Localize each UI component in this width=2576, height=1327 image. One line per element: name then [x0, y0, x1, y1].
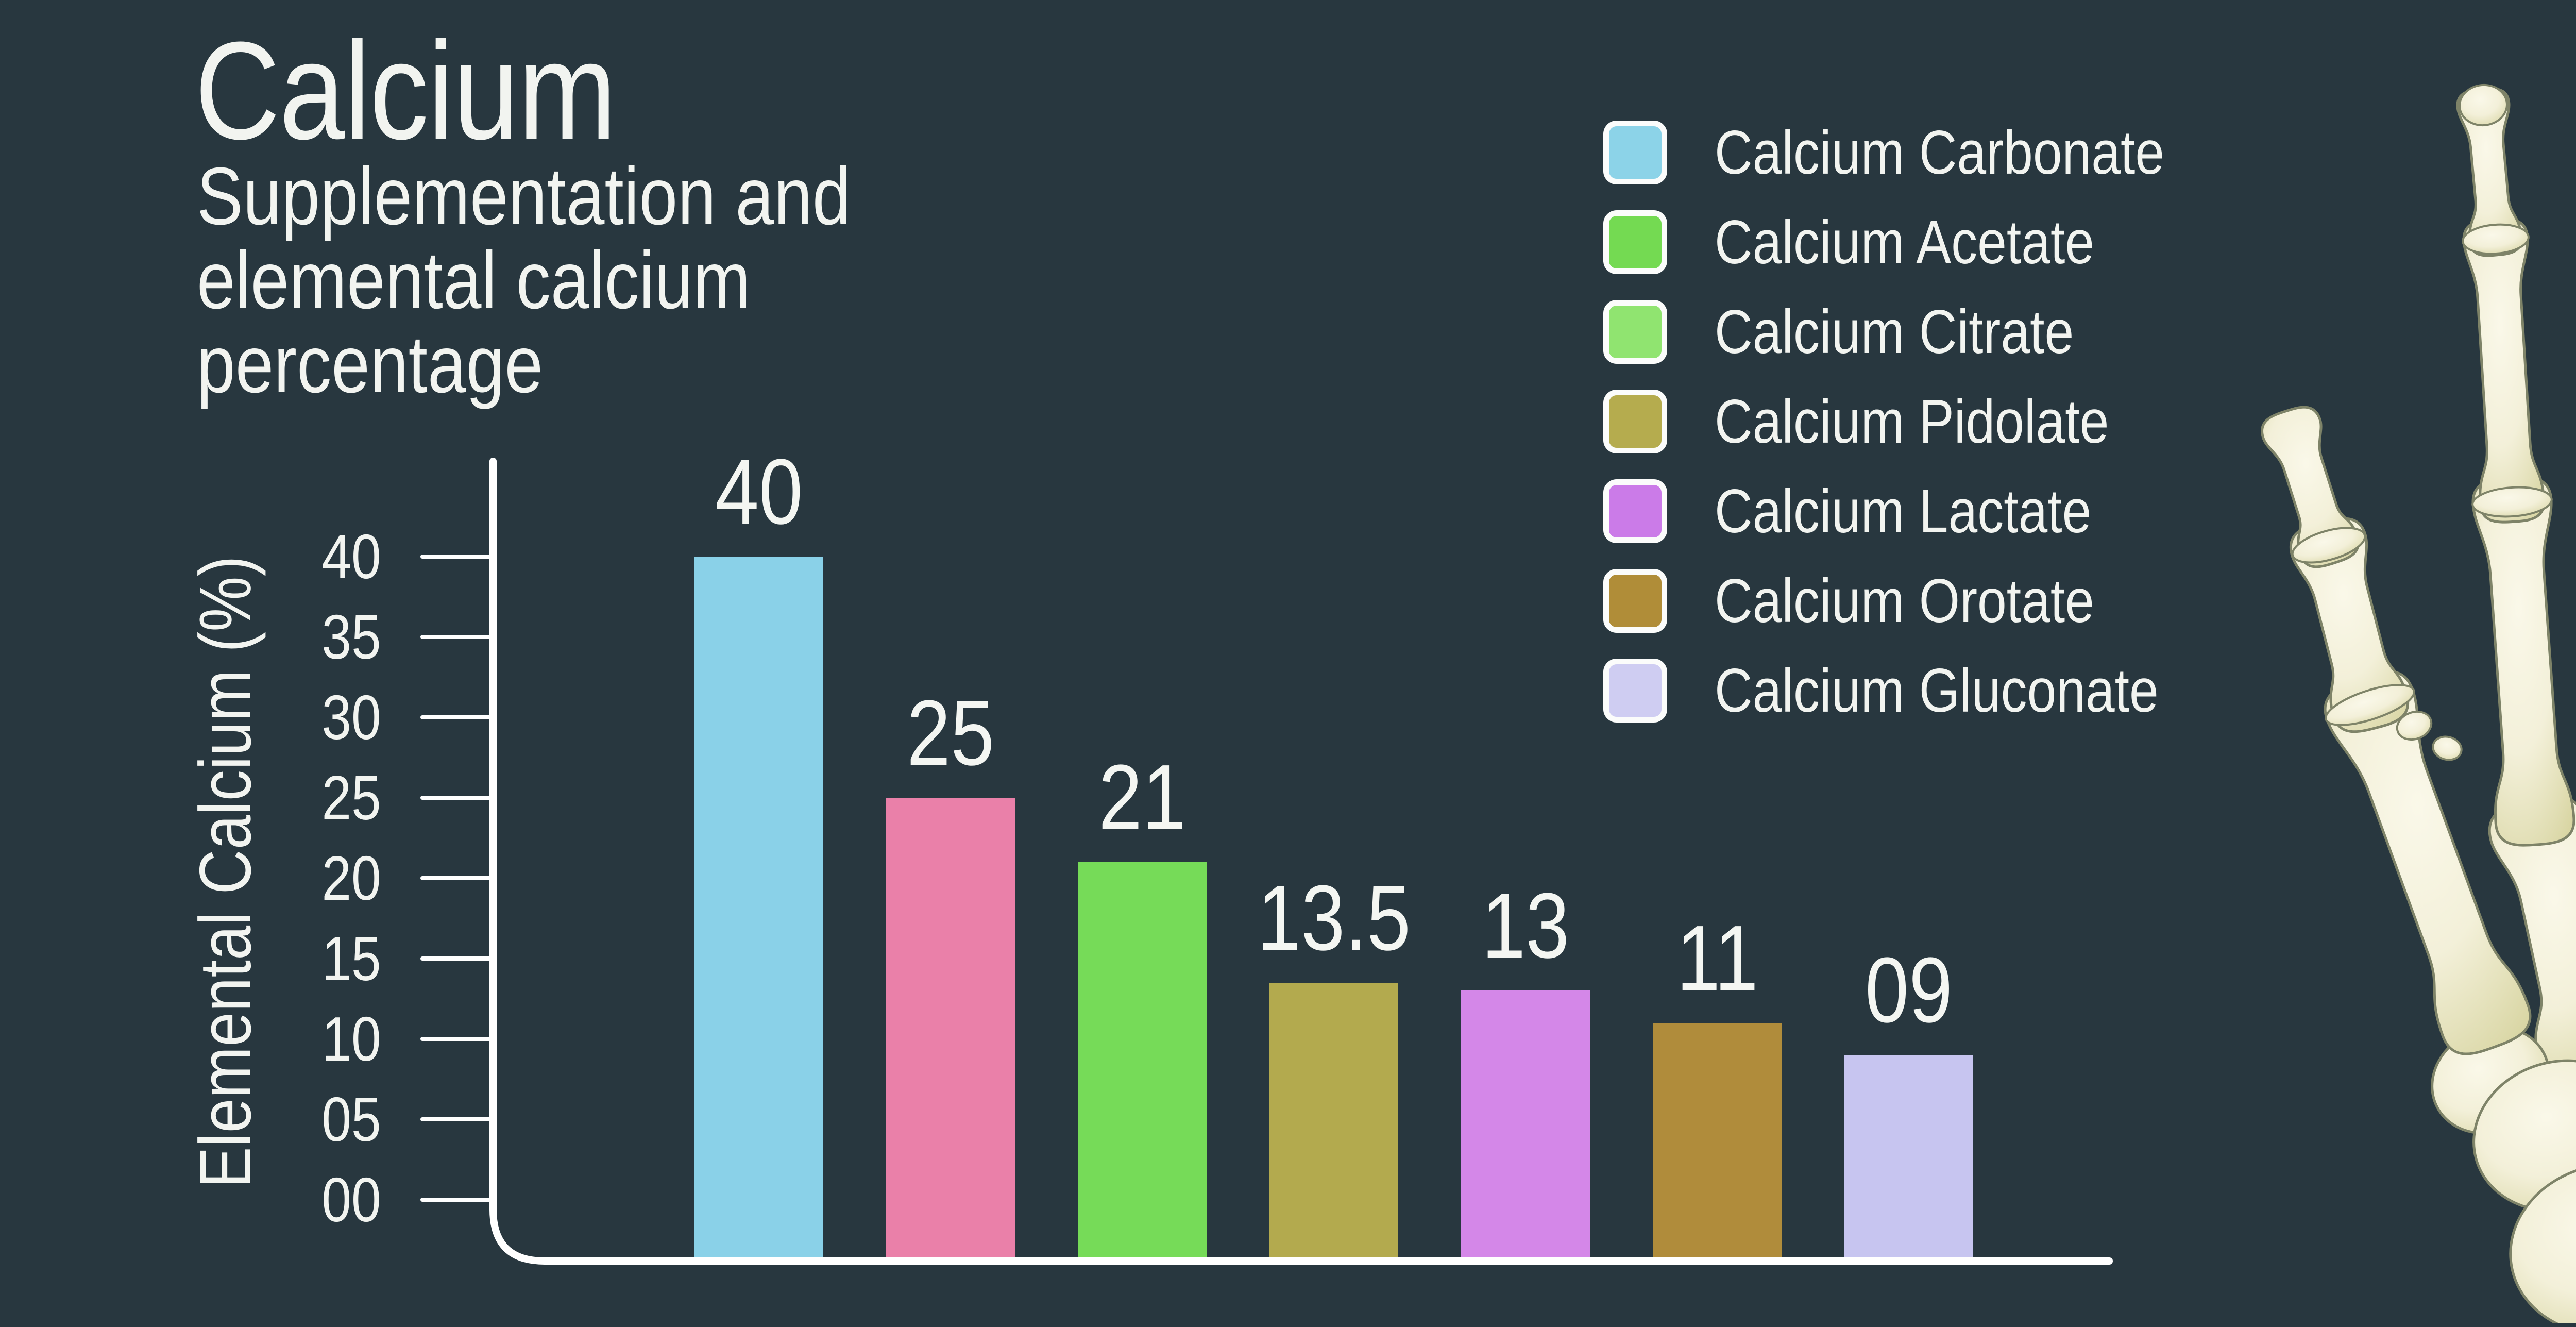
thumb-bone — [2261, 406, 2360, 568]
carpal — [2472, 1059, 2576, 1213]
legend-label: Calcium Carbonate — [1715, 118, 2165, 187]
subtitle-line: percentage — [197, 319, 544, 410]
index-finger-tip — [2459, 83, 2508, 127]
y-axis-tick-label: 15 — [321, 923, 381, 994]
y-axis-tick-label: 25 — [321, 763, 381, 833]
y-axis-tick-label: 00 — [321, 1165, 381, 1235]
legend-color-swatch — [1603, 479, 1667, 543]
page-title-text: Calcium — [195, 13, 617, 169]
bar-value-label: 11 — [1676, 906, 1758, 1010]
bar-calcium-acetate — [886, 798, 1015, 1259]
bar-calcium-orotate — [1653, 1022, 1782, 1259]
bar-calcium-citrate — [1078, 862, 1207, 1259]
legend-color-swatch — [1603, 121, 1667, 184]
thumb-joint — [2291, 527, 2366, 564]
thumb-joint — [2325, 684, 2415, 726]
bar-value-label: 13 — [1481, 874, 1570, 978]
legend-label: Calcium Gluconate — [1715, 656, 2159, 725]
bar-value-label: 13.5 — [1257, 866, 1411, 970]
bar-value-label: 40 — [715, 440, 803, 544]
y-axis-ticks — [420, 555, 493, 1202]
skeletal-hand-illustration — [2261, 83, 2576, 1323]
legend-label: Calcium Lactate — [1715, 477, 2092, 546]
sesamoid-bone — [2396, 710, 2433, 741]
y-axis-tick-label: 30 — [321, 682, 381, 752]
bar-value-label: 25 — [906, 681, 995, 785]
page-subtitle: Supplementation and elemental calcium pe… — [197, 155, 966, 407]
legend-color-swatch — [1603, 659, 1667, 723]
subtitle-line: elemental calcium — [197, 235, 751, 326]
page-title: Calcium — [195, 22, 690, 161]
y-axis-tick-label: 05 — [321, 1084, 381, 1154]
bar-value-label: 09 — [1865, 938, 1953, 1043]
bar-calcium-pidolate — [1269, 982, 1398, 1259]
bar-value-label: 21 — [1098, 745, 1187, 849]
subtitle-line: Supplementation and — [197, 151, 851, 242]
sesamoid-bone — [2432, 735, 2463, 761]
index-finger-bone — [2456, 87, 2523, 257]
axis-frame-line — [489, 458, 2113, 1265]
y-axis-tick-label: 40 — [321, 522, 381, 592]
legend-color-swatch — [1603, 390, 1667, 453]
y-axis-tick-label: 20 — [321, 843, 381, 913]
legend-label: Calcium Acetate — [1715, 208, 2095, 277]
legend-label: Calcium Orotate — [1715, 566, 2094, 635]
index-finger-joint — [2471, 486, 2553, 518]
y-axis-tick-label: 10 — [321, 1004, 381, 1074]
legend-label: Calcium Citrate — [1715, 297, 2074, 366]
index-finger-bone — [2462, 217, 2546, 524]
legend-color-swatch — [1603, 300, 1667, 364]
legend-color-swatch — [1603, 569, 1667, 633]
hand-bones-group — [2261, 83, 2576, 1323]
carpal — [2509, 1163, 2576, 1323]
bar-calcium-carbonate — [694, 557, 823, 1259]
bar-calcium-gluconate — [1844, 1055, 1973, 1259]
index-finger-joint — [2462, 223, 2530, 255]
legend-color-swatch — [1603, 210, 1667, 274]
y-axis-tick-label: 35 — [321, 602, 381, 672]
legend-label: Calcium Pidolate — [1715, 387, 2109, 456]
index-finger-bone — [2471, 476, 2575, 847]
bar-calcium-lactate — [1461, 990, 1590, 1259]
